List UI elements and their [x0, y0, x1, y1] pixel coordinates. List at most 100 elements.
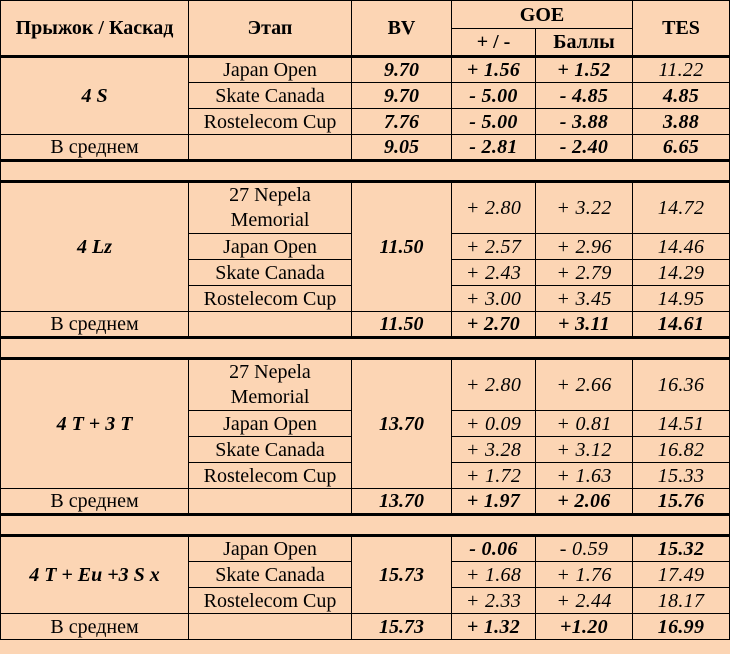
competition: 27 Nepela Memorial [188, 180, 352, 234]
competition: Rostelecom Cup [188, 462, 352, 489]
tes-value: 14.51 [632, 410, 730, 437]
empty-cell [188, 134, 352, 162]
goe-points: + 1.52 [534, 55, 634, 83]
goe-points: + 0.81 [534, 410, 634, 437]
group-separator [0, 514, 730, 536]
competition: Japan Open [188, 534, 352, 562]
header-goe: GOE [450, 0, 634, 29]
tes-value: 18.17 [632, 587, 730, 614]
average-base-value: 11.50 [351, 311, 452, 339]
average-goe-points: - 2.40 [534, 134, 634, 162]
competition: Skate Canada [188, 82, 352, 109]
tes-value: 17.49 [632, 561, 730, 588]
goe-plusminus: + 3.28 [451, 436, 536, 463]
element-name: 4 Lz [0, 180, 189, 312]
competition: Skate Canada [188, 561, 352, 588]
goe-points: + 1.63 [534, 462, 634, 489]
tes-value: 14.46 [632, 233, 730, 260]
tes-value: 14.72 [632, 180, 730, 234]
average-base-value: 13.70 [351, 488, 452, 516]
goe-points: + 1.76 [534, 561, 634, 588]
average-goe-plusminus: + 1.32 [451, 613, 536, 640]
average-goe-plusminus: + 1.97 [451, 488, 536, 516]
competition: Rostelecom Cup [188, 587, 352, 614]
goe-plusminus: + 2.33 [451, 587, 536, 614]
average-goe-plusminus: - 2.81 [451, 134, 536, 162]
goe-points: - 4.85 [534, 82, 634, 109]
goe-plusminus: + 1.72 [451, 462, 536, 489]
element-name: 4 S [0, 55, 189, 135]
base-value: 9.70 [351, 82, 452, 109]
tes-value: 4.85 [632, 82, 730, 109]
average-goe-points: + 3.11 [534, 311, 634, 339]
tes-value: 11.22 [632, 55, 730, 83]
goe-plusminus: - 0.06 [451, 534, 536, 562]
empty-cell [188, 311, 352, 339]
goe-points: - 0.59 [534, 534, 634, 562]
average-base-value: 9.05 [351, 134, 452, 162]
average-label: В среднем [0, 311, 189, 339]
tes-value: 16.82 [632, 436, 730, 463]
goe-plusminus: + 2.43 [451, 259, 536, 286]
competition: Japan Open [188, 233, 352, 260]
goe-points: - 3.88 [534, 108, 634, 135]
goe-plusminus: + 3.00 [451, 285, 536, 312]
goe-plusminus: - 5.00 [451, 108, 536, 135]
tes-value: 15.33 [632, 462, 730, 489]
goe-points: + 2.66 [534, 357, 634, 411]
empty-cell [188, 488, 352, 516]
tes-value: 15.32 [632, 534, 730, 562]
goe-points: + 2.79 [534, 259, 634, 286]
header-goe-plusminus: + / - [451, 28, 536, 57]
average-goe-points: + 2.06 [534, 488, 634, 516]
average-label: В среднем [0, 134, 189, 162]
element-name: 4 T + Eu +3 S x [0, 534, 189, 614]
tes-value: 3.88 [632, 108, 730, 135]
goe-plusminus: + 2.80 [451, 180, 536, 234]
header-goe-points: Баллы [534, 28, 634, 57]
goe-points: + 2.44 [534, 587, 634, 614]
goe-plusminus: - 5.00 [451, 82, 536, 109]
goe-points: + 2.96 [534, 233, 634, 260]
goe-points: + 3.22 [534, 180, 634, 234]
goe-plusminus: + 0.09 [451, 410, 536, 437]
goe-plusminus: + 2.80 [451, 357, 536, 411]
competition: Skate Canada [188, 436, 352, 463]
jump-stats-table: Прыжок / Каскад Этап BV GOE TES + / - Ба… [0, 0, 730, 640]
tes-value: 14.29 [632, 259, 730, 286]
average-label: В среднем [0, 613, 189, 640]
average-tes: 16.99 [632, 613, 730, 640]
competition: Rostelecom Cup [188, 108, 352, 135]
group-separator [0, 160, 730, 182]
base-value: 15.73 [351, 534, 452, 614]
tes-value: 14.95 [632, 285, 730, 312]
average-tes: 15.76 [632, 488, 730, 516]
goe-plusminus: + 1.56 [451, 55, 536, 83]
element-name: 4 T + 3 T [0, 357, 189, 489]
goe-plusminus: + 1.68 [451, 561, 536, 588]
goe-points: + 3.45 [534, 285, 634, 312]
average-tes: 14.61 [632, 311, 730, 339]
competition: Skate Canada [188, 259, 352, 286]
base-value: 7.76 [351, 108, 452, 135]
competition: 27 Nepela Memorial [188, 357, 352, 411]
competition: Japan Open [188, 410, 352, 437]
average-label: В среднем [0, 488, 189, 516]
average-goe-plusminus: + 2.70 [451, 311, 536, 339]
average-tes: 6.65 [632, 134, 730, 162]
header-tes: TES [632, 0, 730, 57]
empty-cell [188, 613, 352, 640]
goe-plusminus: + 2.57 [451, 233, 536, 260]
base-value: 13.70 [351, 357, 452, 489]
header-element: Прыжок / Каскад [0, 0, 189, 57]
header-stage: Этап [188, 0, 352, 57]
header-bv: BV [351, 0, 452, 57]
goe-points: + 3.12 [534, 436, 634, 463]
tes-value: 16.36 [632, 357, 730, 411]
base-value: 9.70 [351, 55, 452, 83]
average-goe-points: +1.20 [534, 613, 634, 640]
competition: Japan Open [188, 55, 352, 83]
competition: Rostelecom Cup [188, 285, 352, 312]
base-value: 11.50 [351, 180, 452, 312]
average-base-value: 15.73 [351, 613, 452, 640]
